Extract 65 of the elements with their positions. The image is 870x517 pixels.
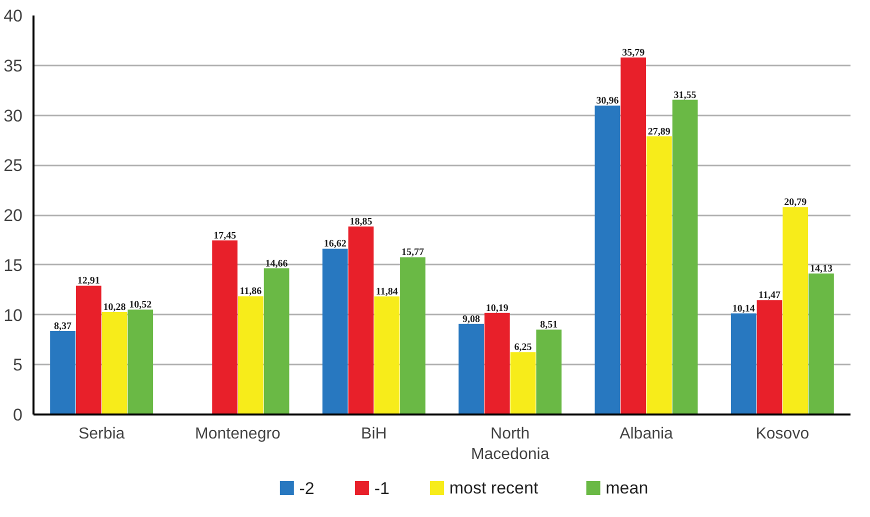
data-label: 10,14 <box>732 303 755 314</box>
x-tick-label: Serbia <box>78 426 125 442</box>
y-tick-label: 10 <box>4 306 23 325</box>
legend-label: -1 <box>374 479 390 498</box>
y-tick-label: 35 <box>4 56 23 76</box>
data-label: 18,85 <box>350 216 372 228</box>
bar <box>76 286 102 414</box>
bar <box>620 57 646 414</box>
bar <box>730 313 756 414</box>
data-label: 14,66 <box>265 258 288 270</box>
bar <box>374 296 400 414</box>
legend-label: most recent <box>449 478 538 498</box>
bar <box>348 226 374 414</box>
data-label: 15,77 <box>401 247 424 258</box>
data-label: 8,51 <box>540 320 558 331</box>
data-label: 11,84 <box>376 286 398 298</box>
x-tick-label: BiH <box>361 426 387 442</box>
data-label: 27,89 <box>648 126 670 138</box>
data-label: 20,79 <box>784 197 807 208</box>
data-label: 10,19 <box>486 302 508 314</box>
bar <box>50 331 76 414</box>
x-tick-label: Albania <box>620 426 674 442</box>
data-label: 6,25 <box>514 342 532 354</box>
y-tick-label: 15 <box>4 256 23 275</box>
bar <box>536 330 562 414</box>
bar <box>322 248 348 414</box>
data-label: 10,28 <box>103 302 126 313</box>
bar <box>484 312 510 414</box>
data-label: 9,08 <box>462 314 480 325</box>
bar <box>102 312 128 414</box>
bar <box>400 257 426 414</box>
legend-label: mean <box>606 478 648 498</box>
legend-label: -2 <box>299 479 314 498</box>
bar <box>808 274 834 414</box>
data-label: 17,45 <box>214 230 236 242</box>
data-label: 11,86 <box>240 286 262 298</box>
data-label: 10,52 <box>129 300 152 311</box>
bar <box>128 310 154 414</box>
bar <box>510 352 536 414</box>
data-label: 30,96 <box>596 96 619 107</box>
data-label: 31,55 <box>674 90 696 101</box>
data-label: 16,62 <box>324 238 346 250</box>
data-label: 12,91 <box>77 276 100 287</box>
bar <box>264 268 290 414</box>
bar <box>212 240 238 414</box>
x-tick-label: Montenegro <box>195 426 281 442</box>
data-label: 8,37 <box>54 321 72 332</box>
y-tick-label: 0 <box>13 406 23 424</box>
bar <box>756 300 782 414</box>
y-tick-label: 30 <box>4 106 23 126</box>
y-tick-label: 5 <box>13 356 23 375</box>
bar <box>646 136 672 414</box>
y-tick-label: 20 <box>4 206 23 225</box>
x-tick-label: Kosovo <box>756 426 810 442</box>
bar <box>238 296 264 414</box>
bar <box>672 100 698 414</box>
data-label: 14,13 <box>810 264 832 275</box>
bar <box>782 207 808 414</box>
y-tick-label: 25 <box>4 156 23 176</box>
bar <box>458 324 484 414</box>
y-tick-label: 40 <box>4 6 23 26</box>
x-tick-label: North Macedonia <box>470 426 550 463</box>
data-label: 35,79 <box>622 47 645 58</box>
data-label: 11,47 <box>758 290 780 302</box>
bar <box>594 106 620 414</box>
